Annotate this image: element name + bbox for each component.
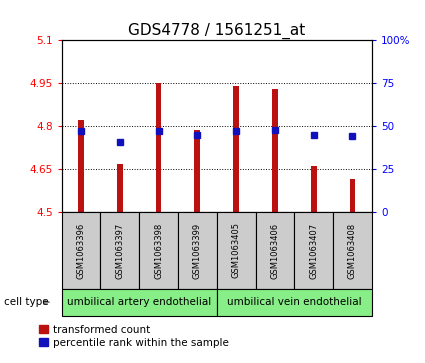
Bar — [255, 212, 294, 289]
Text: GSM1063397: GSM1063397 — [115, 223, 124, 278]
Bar — [350, 179, 355, 212]
Bar — [217, 212, 255, 289]
Bar — [178, 212, 217, 289]
Bar — [139, 212, 178, 289]
Bar — [62, 289, 217, 316]
Bar — [311, 166, 317, 212]
Title: GDS4778 / 1561251_at: GDS4778 / 1561251_at — [128, 23, 306, 38]
Bar — [78, 121, 84, 212]
Text: cell type: cell type — [4, 297, 49, 307]
Text: GSM1063406: GSM1063406 — [270, 223, 279, 278]
Bar — [217, 289, 372, 316]
Bar — [294, 212, 333, 289]
Text: GSM1063396: GSM1063396 — [76, 223, 85, 278]
Legend: transformed count, percentile rank within the sample: transformed count, percentile rank withi… — [39, 325, 229, 348]
Bar — [62, 212, 100, 289]
Bar — [233, 86, 239, 212]
Text: umbilical vein endothelial: umbilical vein endothelial — [227, 297, 362, 307]
Bar — [156, 83, 162, 212]
Text: GSM1063407: GSM1063407 — [309, 223, 318, 278]
Bar — [195, 130, 200, 212]
Text: GSM1063399: GSM1063399 — [193, 223, 202, 278]
Bar — [333, 212, 372, 289]
Text: GSM1063398: GSM1063398 — [154, 223, 163, 278]
Text: umbilical artery endothelial: umbilical artery endothelial — [67, 297, 211, 307]
Bar — [272, 89, 278, 212]
Bar — [100, 212, 139, 289]
Text: GSM1063405: GSM1063405 — [232, 223, 241, 278]
Bar — [117, 163, 123, 212]
Text: GSM1063408: GSM1063408 — [348, 223, 357, 278]
